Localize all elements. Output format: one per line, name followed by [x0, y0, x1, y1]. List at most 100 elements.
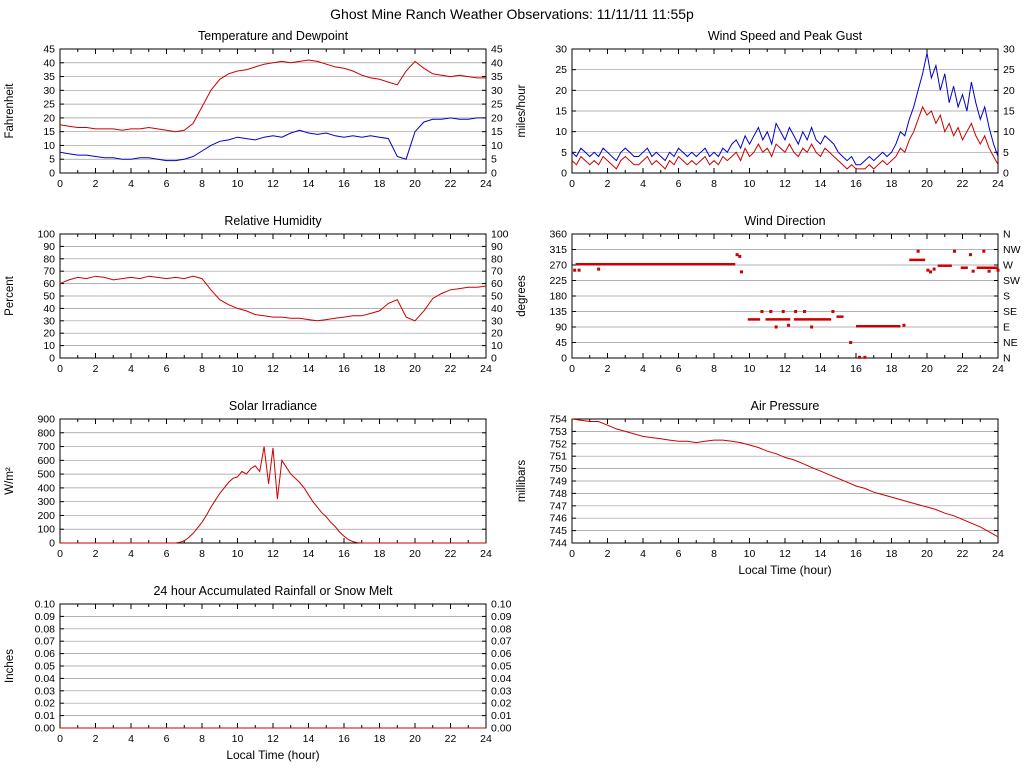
svg-text:4: 4 — [128, 733, 134, 745]
svg-text:22: 22 — [445, 178, 457, 190]
rainfall-ylabel: Inches — [4, 649, 16, 683]
svg-text:400: 400 — [37, 482, 55, 494]
svg-text:600: 600 — [37, 455, 55, 467]
chart-title-solar-irradiance: Solar Irradiance — [228, 399, 318, 413]
svg-text:2: 2 — [605, 178, 611, 190]
svg-text:SW: SW — [1003, 275, 1020, 287]
svg-text:20: 20 — [409, 548, 421, 560]
svg-text:18: 18 — [374, 548, 386, 560]
svg-text:6: 6 — [676, 363, 682, 375]
svg-text:80: 80 — [43, 253, 55, 265]
svg-text:20: 20 — [491, 112, 503, 124]
svg-text:40: 40 — [43, 303, 55, 315]
chart-title-temperature-dewpoint: Temperature and Dewpoint — [197, 29, 349, 43]
svg-text:180: 180 — [549, 291, 567, 303]
svg-text:10: 10 — [43, 140, 55, 152]
svg-text:744: 744 — [549, 538, 567, 550]
svg-text:4: 4 — [640, 363, 646, 375]
svg-text:15: 15 — [555, 106, 567, 118]
svg-text:18: 18 — [886, 548, 898, 560]
svg-text:24: 24 — [480, 363, 492, 375]
svg-text:22: 22 — [445, 548, 457, 560]
svg-text:10: 10 — [43, 340, 55, 352]
svg-text:0.06: 0.06 — [35, 648, 56, 660]
temperature-dewpoint-ylabel: Fahrenheit — [4, 83, 16, 139]
svg-text:0.03: 0.03 — [35, 685, 56, 697]
svg-text:16: 16 — [338, 363, 350, 375]
wind-speed-gust-plot: 0 0 5 5 10 10 15 15 20 20 25 25 30 30 0 2 4 6 8 10 12 14 16 18 2… — [512, 44, 1024, 210]
svg-text:22: 22 — [445, 733, 457, 745]
chart-solar-irradiance: Solar Irradiance 0 100 200 300 400 500 600 700 8… — [0, 398, 512, 583]
svg-text:22: 22 — [957, 178, 969, 190]
svg-text:100: 100 — [37, 524, 55, 536]
svg-text:22: 22 — [445, 363, 457, 375]
svg-text:0: 0 — [491, 168, 497, 180]
svg-text:360: 360 — [549, 229, 567, 241]
svg-text:NW: NW — [1003, 244, 1021, 256]
svg-text:14: 14 — [303, 178, 315, 190]
svg-text:751: 751 — [549, 451, 567, 463]
chart-title-air-pressure: Air Pressure — [750, 399, 820, 413]
svg-text:60: 60 — [43, 278, 55, 290]
svg-text:315: 315 — [549, 244, 567, 256]
svg-text:10: 10 — [232, 178, 244, 190]
svg-text:0: 0 — [1003, 168, 1009, 180]
svg-text:18: 18 — [374, 178, 386, 190]
svg-text:50: 50 — [491, 291, 503, 303]
svg-text:4: 4 — [640, 548, 646, 560]
svg-text:12: 12 — [779, 363, 791, 375]
svg-text:5: 5 — [49, 154, 55, 166]
svg-text:24: 24 — [992, 363, 1004, 375]
svg-text:0.00: 0.00 — [491, 723, 512, 735]
svg-text:14: 14 — [815, 178, 827, 190]
svg-text:8: 8 — [199, 363, 205, 375]
svg-text:0.04: 0.04 — [491, 673, 512, 685]
svg-text:12: 12 — [267, 733, 279, 745]
svg-text:0.01: 0.01 — [35, 710, 56, 722]
svg-text:W: W — [1003, 260, 1013, 272]
svg-text:15: 15 — [43, 126, 55, 138]
svg-text:0.01: 0.01 — [491, 710, 512, 722]
svg-text:12: 12 — [779, 178, 791, 190]
svg-text:24: 24 — [992, 178, 1004, 190]
svg-text:35: 35 — [491, 71, 503, 83]
svg-text:6: 6 — [164, 733, 170, 745]
svg-text:20: 20 — [1003, 85, 1015, 97]
svg-text:0.07: 0.07 — [491, 636, 512, 648]
rainfall-plot: 0.00 0.00 0.01 0.01 0.02 0.02 0.03 0.03 0.04 0.04… — [0, 599, 512, 765]
svg-text:0.08: 0.08 — [35, 623, 56, 635]
svg-text:100: 100 — [37, 229, 55, 241]
chart-title-wind-direction: Wind Direction — [744, 214, 826, 228]
svg-text:2: 2 — [93, 733, 99, 745]
svg-text:16: 16 — [850, 363, 862, 375]
svg-text:0.05: 0.05 — [491, 661, 512, 673]
svg-text:70: 70 — [491, 266, 503, 278]
svg-text:0: 0 — [569, 548, 575, 560]
svg-text:0: 0 — [57, 363, 63, 375]
svg-text:45: 45 — [555, 337, 567, 349]
svg-text:4: 4 — [640, 178, 646, 190]
svg-text:15: 15 — [491, 126, 503, 138]
svg-text:14: 14 — [303, 733, 315, 745]
svg-text:10: 10 — [491, 340, 503, 352]
svg-text:0.04: 0.04 — [35, 673, 56, 685]
svg-text:0.06: 0.06 — [491, 648, 512, 660]
svg-text:2: 2 — [93, 178, 99, 190]
svg-text:5: 5 — [1003, 147, 1009, 159]
svg-text:6: 6 — [164, 548, 170, 560]
chart-title-rainfall: 24 hour Accumulated Rainfall or Snow Mel… — [153, 584, 393, 598]
svg-text:0: 0 — [57, 178, 63, 190]
svg-text:90: 90 — [491, 241, 503, 253]
svg-text:748: 748 — [549, 488, 567, 500]
svg-text:700: 700 — [37, 441, 55, 453]
svg-text:0.00: 0.00 — [35, 723, 56, 735]
svg-text:25: 25 — [43, 99, 55, 111]
svg-text:10: 10 — [232, 548, 244, 560]
svg-text:0.10: 0.10 — [491, 599, 512, 611]
svg-text:100: 100 — [491, 229, 509, 241]
svg-text:200: 200 — [37, 510, 55, 522]
svg-text:20: 20 — [921, 363, 933, 375]
chart-temperature-dewpoint: Temperature and Dewpoint 0 0 5 5 10 10 15 15 20 2… — [0, 28, 512, 213]
